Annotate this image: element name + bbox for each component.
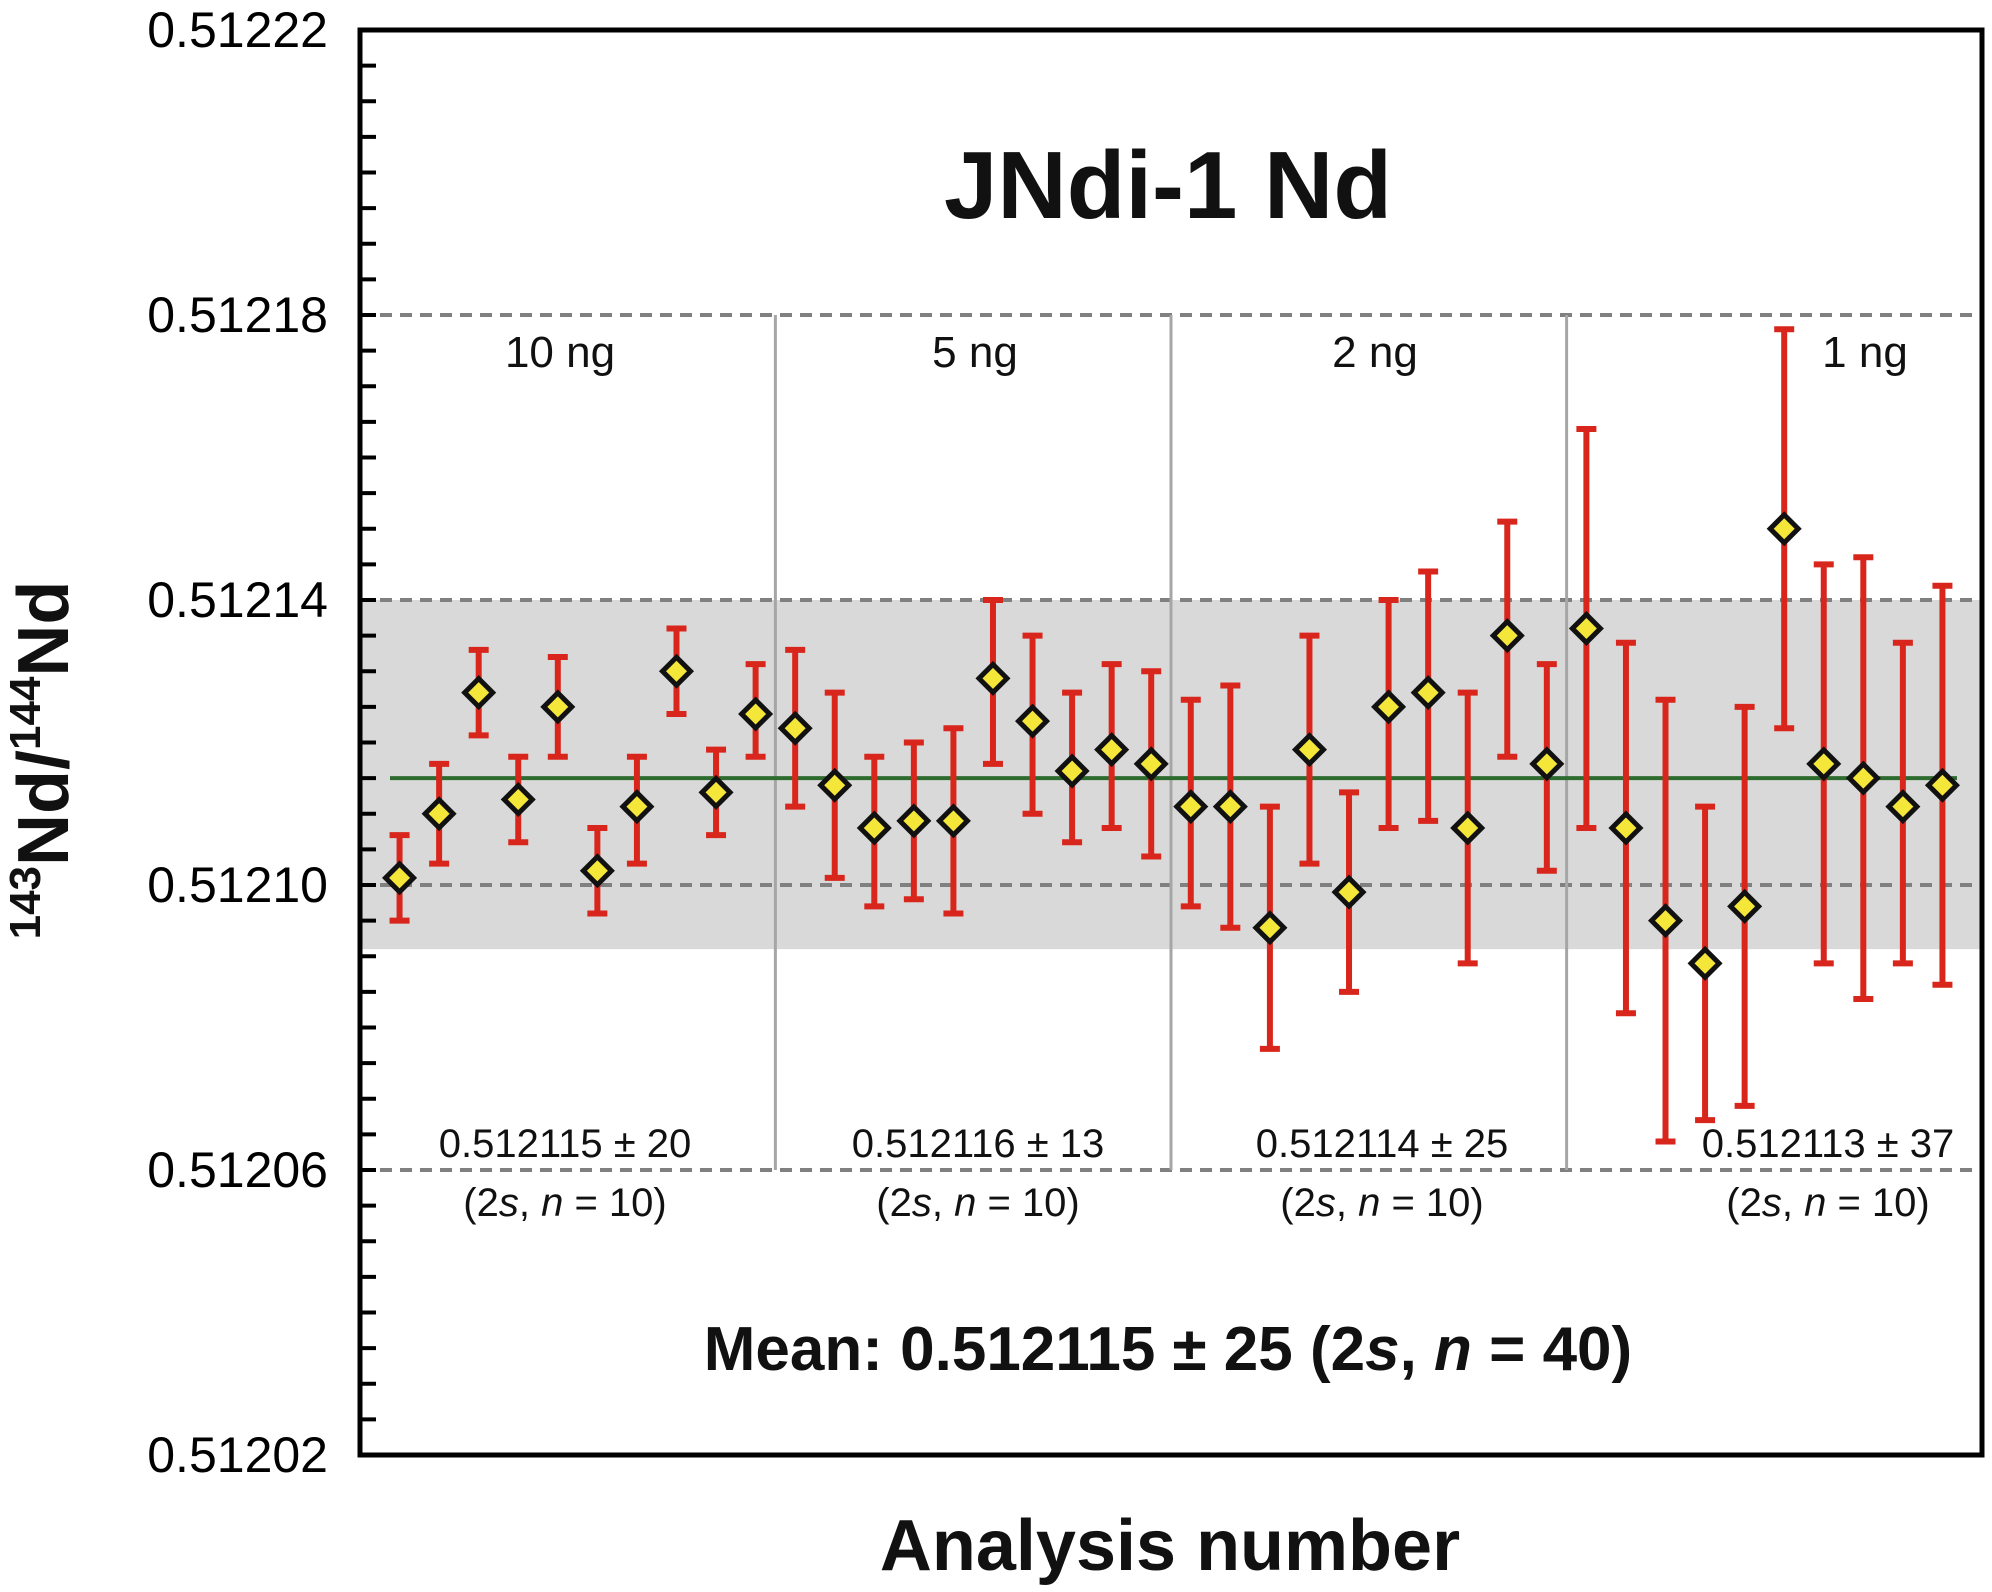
data-point	[1094, 732, 1130, 768]
data-point	[1529, 746, 1565, 782]
group-stat-n-part: = 10)	[1826, 1181, 1929, 1225]
group-stat-n-part: n	[541, 1181, 563, 1225]
group-stat-value: 0.512114 ± 25	[1256, 1122, 1509, 1166]
overall-mean-label: Mean: 0.512115 ± 25 (2s, n = 40)	[704, 1315, 1632, 1384]
mean-label-part1: Mean: 0.512115 ± 25 (2	[704, 1315, 1365, 1384]
data-point	[1845, 760, 1881, 796]
data-point	[1687, 945, 1723, 981]
data-point	[698, 774, 734, 810]
data-point	[540, 689, 576, 725]
data-point	[1054, 753, 1090, 789]
data-point	[1015, 703, 1051, 739]
data-point	[1291, 732, 1327, 768]
group-stats: 0.512115 ± 20(2s, n = 10)0.512116 ± 13(2…	[439, 1122, 1955, 1225]
group-stat-n-part: s	[912, 1181, 932, 1225]
data-point	[1133, 746, 1169, 782]
data-point	[1766, 511, 1802, 547]
group-stat-value: 0.512113 ± 37	[1702, 1122, 1955, 1166]
y-tick-label: 0.51210	[147, 857, 328, 913]
data-point	[500, 781, 536, 818]
data-point	[1806, 746, 1842, 782]
group-stat-n-part: n	[954, 1181, 976, 1225]
x-axis-title: Analysis number	[880, 1506, 1460, 1586]
data-point	[1371, 689, 1407, 725]
data-point	[1885, 789, 1921, 825]
group-stat-n: (2s, n = 10)	[876, 1181, 1079, 1225]
data-point	[1252, 910, 1288, 946]
y-axis-ticks: 0.51202 0.51206 0.51210 0.51214 0.51218 0.512…	[147, 2, 376, 1483]
group-stat-n-part: ,	[1782, 1181, 1804, 1225]
group-stat-n-part: ,	[519, 1181, 541, 1225]
y-tick-label: 0.51202	[147, 1427, 328, 1483]
data-point	[1450, 810, 1486, 846]
data-point	[777, 710, 813, 746]
y-tick-label: 0.51206	[147, 1142, 328, 1198]
group-stat-n: (2s, n = 10)	[1726, 1181, 1929, 1225]
data-point	[1212, 789, 1248, 825]
group-stat-n-part: ,	[1336, 1181, 1358, 1225]
group-label: 10 ng	[505, 328, 615, 377]
y-axis-part1: Nd/	[4, 750, 84, 866]
group-stat-n-part: (2	[1280, 1181, 1316, 1225]
data-point	[461, 675, 497, 711]
group-stat-value: 0.512116 ± 13	[852, 1122, 1105, 1166]
mean-label-n: n	[1434, 1315, 1472, 1384]
y-axis-sup1: 143	[1, 866, 50, 939]
data-point	[619, 789, 655, 825]
chart-title: JNdi-1 Nd	[944, 132, 1392, 239]
data-point	[1331, 874, 1367, 910]
group-stat-n-part: ,	[932, 1181, 954, 1225]
mean-label-part2: ,	[1400, 1315, 1434, 1384]
data-point	[1489, 618, 1525, 654]
data-point	[1410, 675, 1446, 711]
group-stat-n-part: (2	[1726, 1181, 1762, 1225]
group-stat-n-part: (2	[876, 1181, 912, 1225]
group-labels: 10 ng 5 ng 2 ng 1 ng	[505, 328, 1908, 377]
y-tick-label: 0.51222	[147, 2, 328, 58]
group-stat-n-part: s	[1762, 1181, 1782, 1225]
group-stat-n: (2s, n = 10)	[463, 1181, 666, 1225]
y-axis-sup2: 144	[1, 676, 50, 750]
group-stat-value: 0.512115 ± 20	[439, 1122, 692, 1166]
data-point	[738, 696, 774, 732]
group-stat-n-part: = 10)	[1380, 1181, 1483, 1225]
data-point	[896, 803, 932, 839]
data-point	[1727, 888, 1763, 924]
data-point	[421, 796, 457, 832]
y-axis-part2: Nd	[4, 581, 84, 677]
data-point	[1647, 903, 1684, 939]
group-stat-n-part: n	[1358, 1181, 1380, 1225]
data-point	[817, 767, 853, 803]
mean-label-s: s	[1365, 1315, 1399, 1384]
group-stat-n-part: = 10)	[563, 1181, 666, 1225]
data-point	[1173, 789, 1209, 825]
y-tick-label: 0.51214	[147, 572, 328, 628]
data-point	[658, 653, 695, 689]
mean-label-part3: = 40)	[1472, 1315, 1632, 1384]
y-axis-title: 143Nd/144Nd	[1, 581, 84, 940]
y-tick-label: 0.51218	[147, 287, 328, 343]
text-layer: JNdi-1 Nd 10 ng 5 ng 2 ng 1 ng 0.512115 ± 2…	[1, 132, 1954, 1586]
data-point	[935, 803, 971, 839]
group-label: 1 ng	[1822, 328, 1908, 377]
data-point	[579, 853, 615, 889]
data-point	[1568, 610, 1604, 647]
data-points-layer	[382, 326, 1960, 1145]
data-point	[382, 860, 418, 896]
data-point	[856, 810, 892, 846]
data-point	[1608, 810, 1644, 846]
group-label: 2 ng	[1332, 328, 1418, 377]
group-stat-n-part: = 10)	[976, 1181, 1079, 1225]
group-stat-n: (2s, n = 10)	[1280, 1181, 1483, 1225]
group-stat-n-part: s	[499, 1181, 519, 1225]
group-label: 5 ng	[932, 328, 1018, 377]
group-dividers-layer	[773, 315, 1569, 1170]
data-point	[1924, 767, 1960, 803]
group-stat-n-part: n	[1804, 1181, 1826, 1225]
group-stat-n-part: (2	[463, 1181, 499, 1225]
data-point	[975, 660, 1011, 696]
group-stat-n-part: s	[1316, 1181, 1336, 1225]
